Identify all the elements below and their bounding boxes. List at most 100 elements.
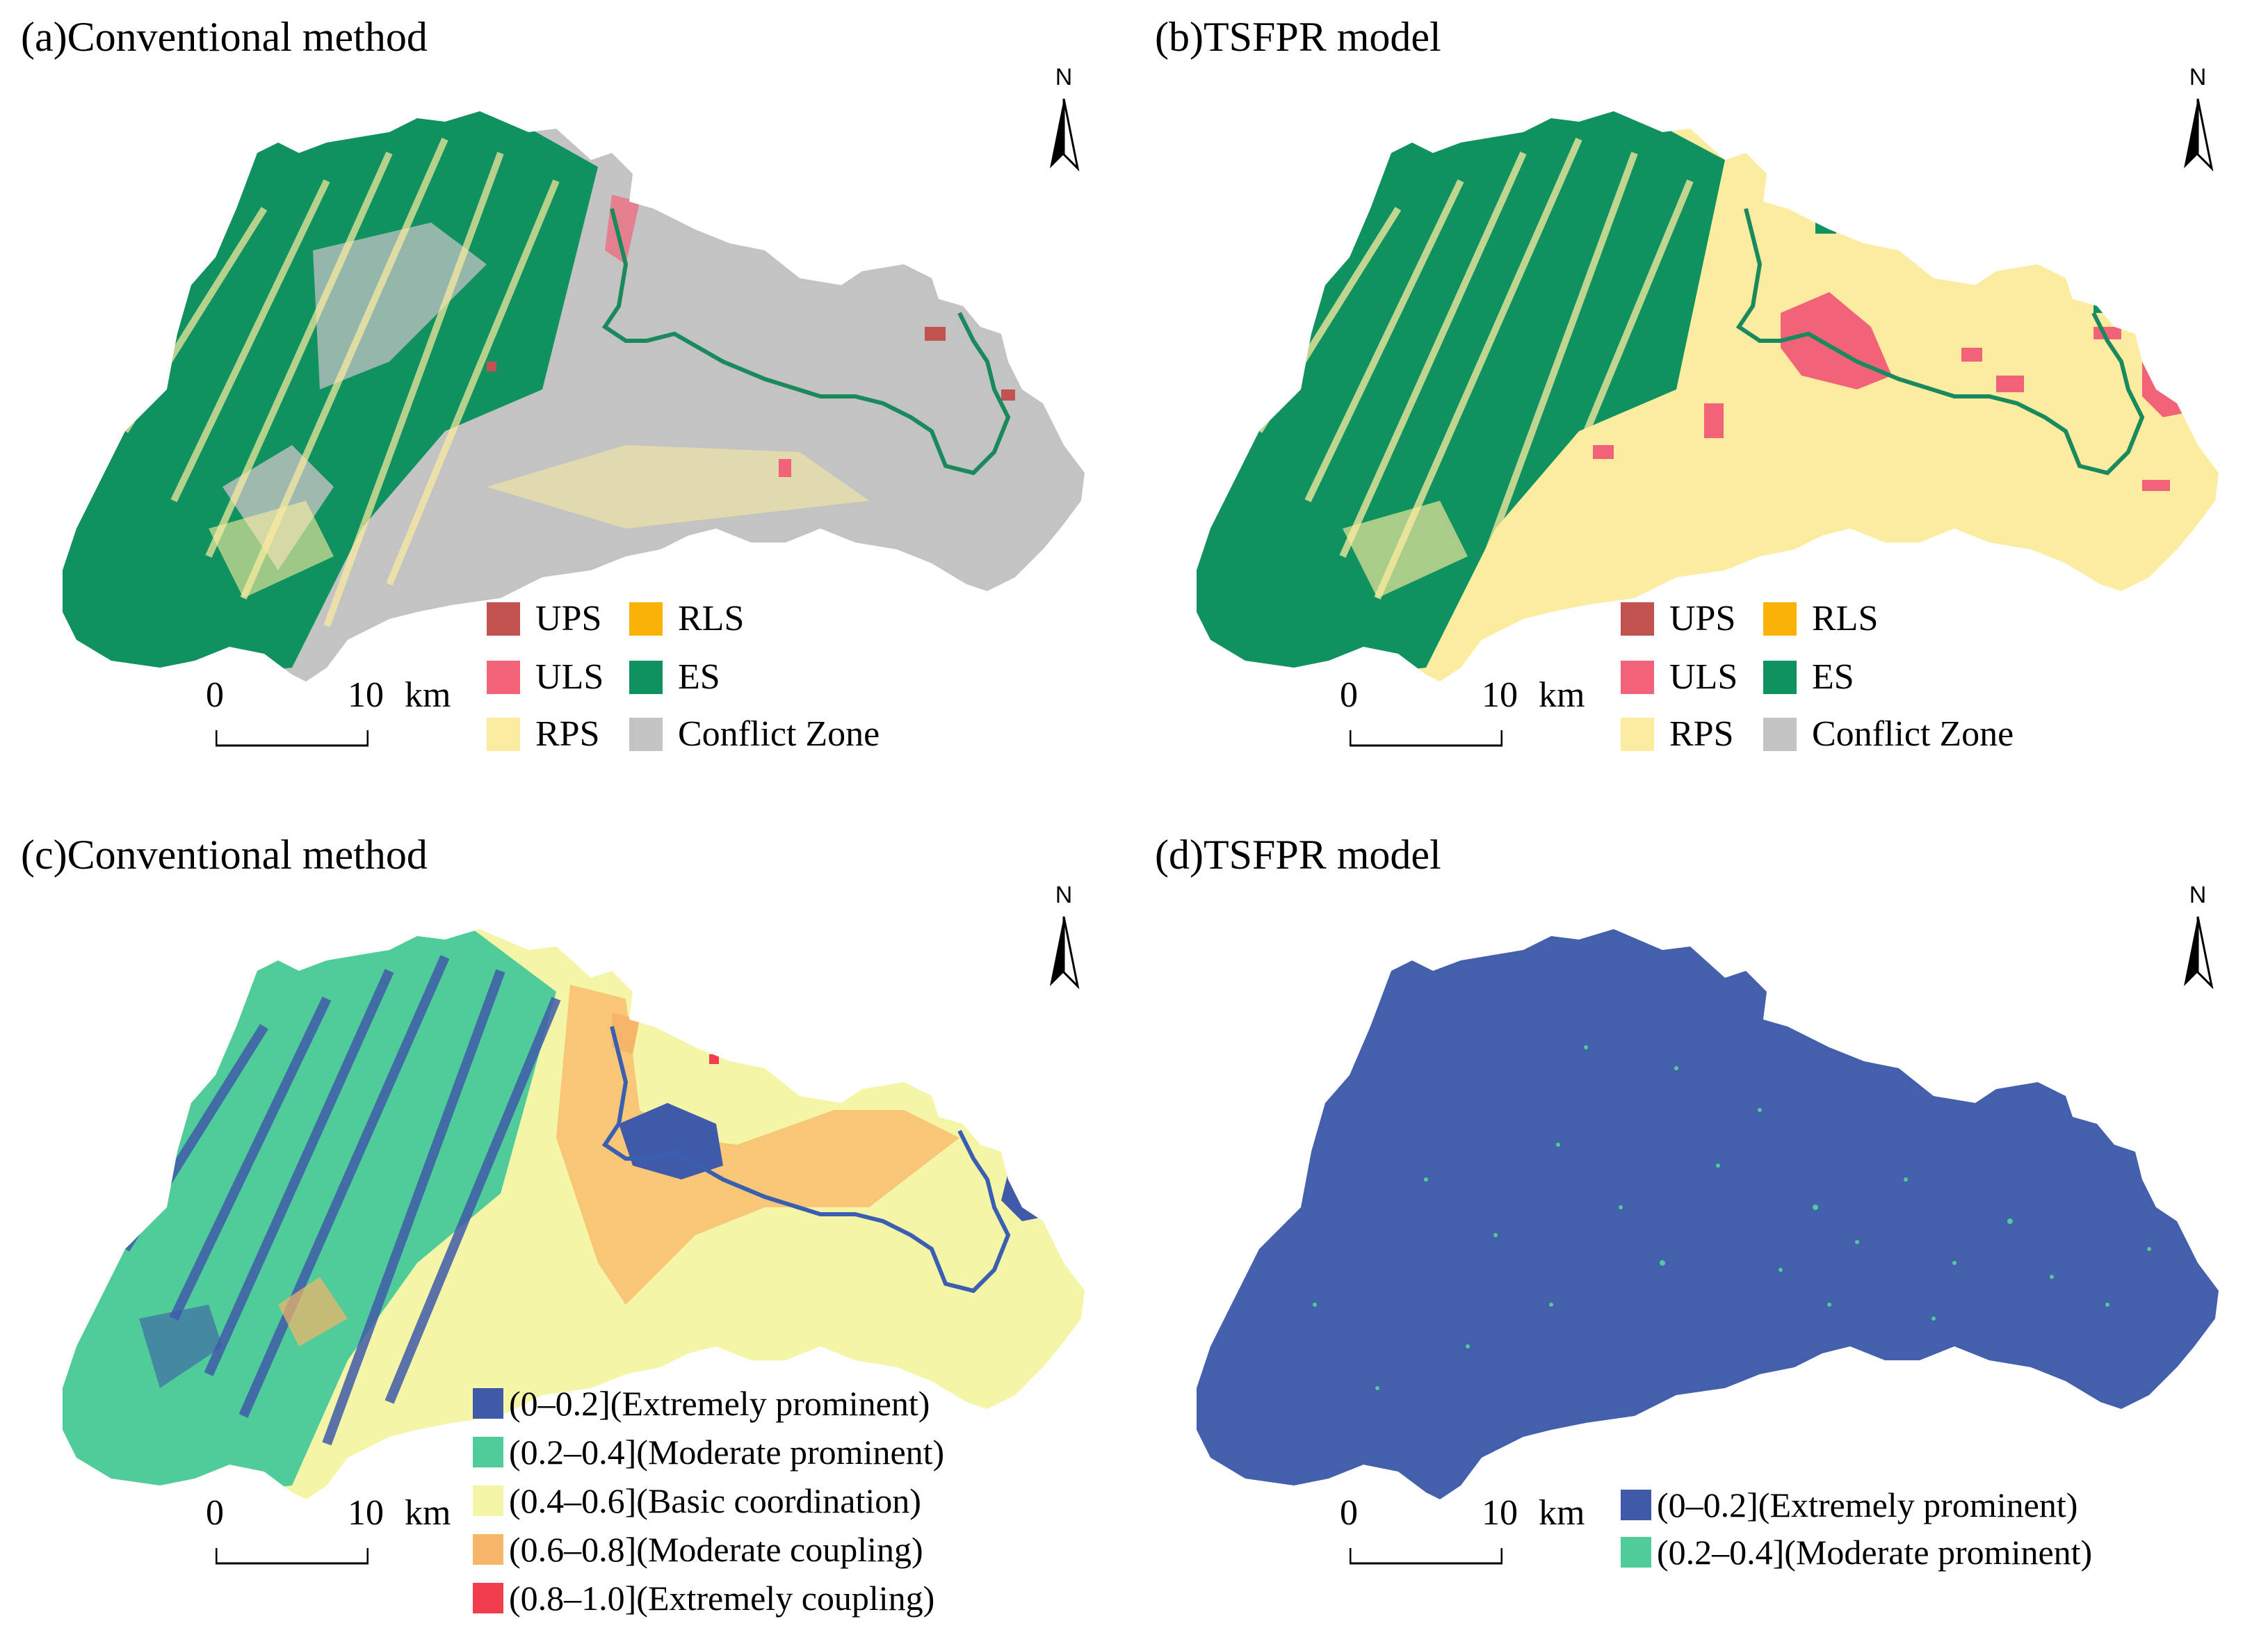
legend-swatch (1763, 718, 1797, 751)
legend-item-extremely-prominent: (0–0.2](Extremely prominent) (1621, 1484, 2077, 1526)
legend-swatch (629, 602, 663, 636)
legend-item-uls: ULS (1621, 657, 1738, 698)
panel-c: (c)Conventional method N 0 10 km (0, 818, 1134, 1635)
north-arrow-icon (2184, 98, 2214, 172)
legend-label: (0.8–1.0](Extremely coupling) (509, 1579, 935, 1618)
scale-start: 0 (1340, 1493, 1358, 1533)
legend-item-rls: RLS (629, 598, 744, 640)
legend-swatch (629, 718, 663, 751)
panel-b: (b)TSFPR model N 0 10 km (1134, 0, 2268, 817)
panel-d: (d)TSFPR model N 0 10 km (0–0.2]( (1134, 818, 2268, 1635)
scale-line (216, 1548, 368, 1565)
legend-item-es: ES (629, 657, 720, 698)
legend-item-rps: RPS (1621, 714, 1734, 755)
legend-item-rps: RPS (487, 714, 600, 755)
north-label: N (2189, 64, 2207, 90)
scale-bar: 0 10 km (195, 1492, 473, 1569)
scale-end: 10 (1482, 1493, 1518, 1533)
legend-swatch (1621, 1537, 1651, 1568)
legend-item-moderate-coupling: (0.6–0.8](Moderate coupling) (473, 1529, 923, 1570)
scale-end: 10 (348, 1493, 384, 1533)
legend-item-ups: UPS (487, 598, 601, 640)
north-label: N (1055, 882, 1073, 908)
legend-swatch (473, 1388, 503, 1419)
legend-label: UPS (535, 599, 602, 638)
north-label: N (2189, 882, 2207, 908)
north-arrow-icon (2184, 916, 2214, 990)
legend-item-es: ES (1763, 657, 1854, 698)
legend-swatch (473, 1583, 503, 1613)
legend-label: RLS (678, 599, 745, 638)
north-arrow: N (1043, 882, 1099, 993)
legend-label: ULS (535, 657, 604, 697)
legend-item-conflict-zone: Conflict Zone (629, 714, 880, 755)
legend-swatch (629, 661, 663, 694)
scale-bar: 0 10 km (1329, 675, 1607, 751)
legend-swatch (1621, 1490, 1651, 1520)
north-arrow: N (2177, 882, 2233, 993)
legend-swatch (487, 661, 520, 694)
legend-label: (0–0.2](Extremely prominent) (509, 1384, 930, 1423)
legend-item-basic-coordination: (0.4–0.6](Basic coordination) (473, 1480, 921, 1522)
legend-label: ES (678, 657, 720, 697)
legend-swatch (1621, 602, 1654, 636)
legend-swatch (473, 1485, 503, 1516)
land-use-map (63, 111, 1085, 682)
legend-item-moderate-prominent: (0.2–0.4](Moderate prominent) (1621, 1531, 2092, 1573)
legend-label: RPS (1669, 714, 1734, 754)
legend-swatch (1763, 602, 1797, 636)
scale-line (216, 730, 368, 747)
scale-end: 10 (348, 675, 384, 715)
legend-item-rls: RLS (1763, 598, 1878, 640)
coupling-map (1197, 929, 2219, 1499)
north-arrow: N (2177, 64, 2233, 175)
panel-title: (d)TSFPR model (1155, 832, 1441, 878)
scale-line (1350, 730, 1502, 747)
legend-swatch (1621, 718, 1654, 751)
legend-label: ULS (1669, 657, 1738, 697)
legend-swatch (1621, 661, 1654, 694)
panel-title: (b)TSFPR model (1155, 14, 1441, 60)
legend-label: RLS (1812, 599, 1879, 638)
scale-unit: km (1539, 675, 1585, 715)
scale-bar: 0 10 km (1329, 1492, 1607, 1569)
scale-unit: km (1539, 1493, 1585, 1533)
scale-start: 0 (206, 1493, 224, 1533)
scale-start: 0 (206, 675, 224, 715)
legend-label: (0.2–0.4](Moderate prominent) (509, 1433, 945, 1472)
legend-item-extremely-coupling: (0.8–1.0](Extremely coupling) (473, 1577, 934, 1619)
scale-unit: km (405, 675, 451, 715)
land-use-map (1197, 111, 2219, 682)
legend-label: Conflict Zone (1812, 714, 2014, 754)
legend-label: (0–0.2](Extremely prominent) (1657, 1485, 2078, 1524)
panel-title: (c)Conventional method (21, 832, 428, 878)
legend-item-conflict-zone: Conflict Zone (1763, 714, 2014, 755)
north-arrow-icon (1050, 98, 1080, 172)
legend-swatch (473, 1534, 503, 1565)
legend-label: UPS (1669, 599, 1736, 638)
legend-label: (0.2–0.4](Moderate prominent) (1657, 1533, 2093, 1572)
legend-item-uls: ULS (487, 657, 604, 698)
legend-swatch (1763, 661, 1797, 694)
scale-unit: km (405, 1493, 451, 1533)
legend-item-ups: UPS (1621, 598, 1735, 640)
legend-label: ES (1812, 657, 1854, 697)
scale-line (1350, 1548, 1502, 1565)
north-label: N (1055, 64, 1073, 90)
panel-title: (a)Conventional method (21, 14, 428, 60)
legend-label: RPS (535, 714, 600, 754)
scale-end: 10 (1482, 675, 1518, 715)
north-arrow-icon (1050, 916, 1080, 990)
north-arrow: N (1043, 64, 1099, 175)
legend-item-extremely-prominent: (0–0.2](Extremely prominent) (473, 1383, 930, 1424)
legend-label: (0.6–0.8](Moderate coupling) (509, 1530, 923, 1569)
legend-item-moderate-prominent: (0.2–0.4](Moderate prominent) (473, 1431, 944, 1473)
legend-swatch (473, 1437, 503, 1467)
scale-bar: 0 10 km (195, 675, 473, 751)
scale-start: 0 (1340, 675, 1358, 715)
legend-label: Conflict Zone (678, 714, 880, 754)
legend-swatch (487, 602, 520, 636)
coupling-map (63, 929, 1085, 1499)
legend-label: (0.4–0.6](Basic coordination) (509, 1481, 921, 1520)
legend-swatch (487, 718, 520, 751)
